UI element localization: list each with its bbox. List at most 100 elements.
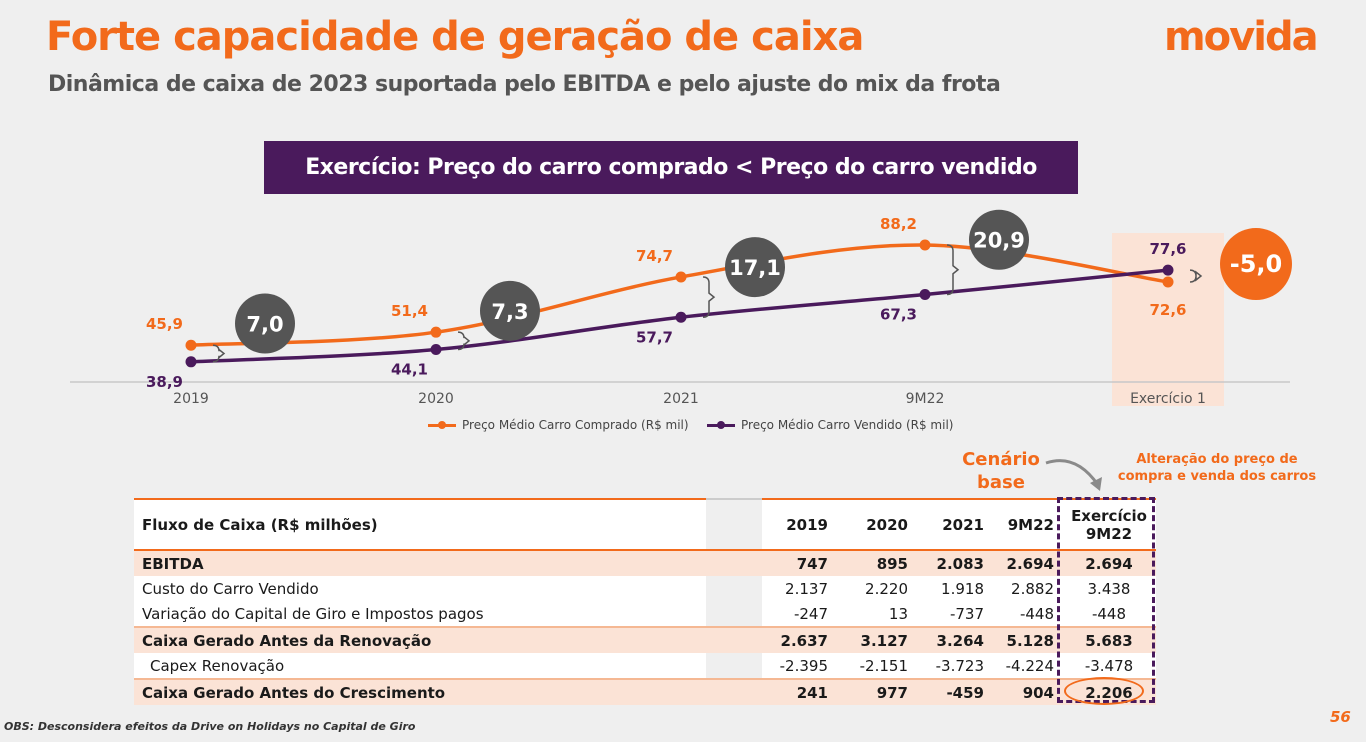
data-point xyxy=(675,311,687,323)
alt-note-line2: compra e venda dos carros xyxy=(1117,469,1317,484)
data-label-sold: 57,7 xyxy=(636,328,673,346)
row-gap xyxy=(706,550,762,576)
cell: -2.395 xyxy=(762,653,836,679)
row-label: Caixa Gerado Antes da Renovação xyxy=(134,626,706,653)
data-point xyxy=(675,271,687,283)
cell: 904 xyxy=(992,678,1062,705)
exercise-header-line1: Exercício xyxy=(1071,506,1147,525)
cell-exercise: -448 xyxy=(1062,601,1156,627)
movida-logo: movida xyxy=(1164,14,1319,60)
slide-title: Forte capacidade de geração de caixa xyxy=(46,14,864,60)
base-note-line1: Cenário xyxy=(962,449,1040,470)
slide-subtitle: Dinâmica de caixa de 2023 suportada pelo… xyxy=(48,72,1001,97)
data-label-bought: 72,6 xyxy=(1149,301,1186,319)
cell: 13 xyxy=(836,601,916,627)
cell: -459 xyxy=(916,678,992,705)
cell: 2.637 xyxy=(762,626,836,653)
curved-arrow-icon xyxy=(1045,459,1102,491)
table-header-year: 2019 xyxy=(762,498,836,551)
legend-item-bought: Preço Médio Carro Comprado (R$ mil) xyxy=(428,418,689,432)
row-label: Variação do Capital de Giro e Impostos p… xyxy=(134,601,706,627)
data-label-sold: 67,3 xyxy=(880,305,917,323)
alt-note-line1: Alteração do preço de xyxy=(1136,452,1298,467)
gap-bubble xyxy=(969,209,1029,270)
row-label: EBITDA xyxy=(134,550,706,576)
gap-bubble xyxy=(725,237,785,298)
gap-brace xyxy=(212,344,226,363)
total-highlight-circle xyxy=(1064,677,1144,705)
cell: 895 xyxy=(836,550,916,576)
gap-brace xyxy=(946,244,960,296)
table-header-exercise: Exercício 9M22 xyxy=(1062,498,1156,551)
cell: -737 xyxy=(916,601,992,627)
row-gap xyxy=(706,653,762,679)
cell: 2.694 xyxy=(992,550,1062,576)
gap-brace xyxy=(457,331,471,351)
cell: 1.918 xyxy=(916,576,992,601)
gap-bubble xyxy=(1220,228,1292,301)
x-tick-label: 2020 xyxy=(418,391,454,407)
x-tick-label: 2019 xyxy=(173,391,209,407)
cell-exercise: -3.478 xyxy=(1062,653,1156,679)
x-tick-label: 9M22 xyxy=(906,391,945,407)
cell: -448 xyxy=(992,601,1062,627)
highlight-band xyxy=(1112,233,1224,406)
exercise-banner: Exercício: Preço do carro comprado < Pre… xyxy=(264,141,1078,194)
footnote: OBS: Desconsidera efeitos da Drive on Ho… xyxy=(4,720,416,733)
data-label-bought: 88,2 xyxy=(880,215,917,233)
exercise-header-line2: 9M22 xyxy=(1085,524,1133,543)
series-line xyxy=(190,243,1169,347)
row-gap xyxy=(706,601,762,627)
table-row: EBITDA 747 895 2.083 2.694 2.694 xyxy=(134,550,1156,576)
data-point xyxy=(185,356,197,368)
legend-swatch-sold xyxy=(707,420,735,429)
base-scenario-note: Cenário base xyxy=(958,448,1044,494)
data-point xyxy=(1162,264,1174,276)
table-row: Custo do Carro Vendido 2.137 2.220 1.918… xyxy=(134,576,1156,601)
legend-swatch-bought xyxy=(428,420,456,429)
cell-exercise: 5.683 xyxy=(1062,626,1156,653)
table-header-year: 9M22 xyxy=(992,498,1062,551)
gap-value-label: 17,1 xyxy=(729,256,781,280)
data-point xyxy=(430,343,442,355)
data-point xyxy=(1162,276,1174,288)
data-point xyxy=(919,288,931,300)
cell-exercise: 2.694 xyxy=(1062,550,1156,576)
cell: 747 xyxy=(762,550,836,576)
cell: 5.128 xyxy=(992,626,1062,653)
x-tick-label: Exercício 1 xyxy=(1130,391,1206,407)
cell: 2.083 xyxy=(916,550,992,576)
cash-flow-table: Fluxo de Caixa (R$ milhões) 2019 2020 20… xyxy=(134,498,1156,705)
data-label-bought: 45,9 xyxy=(146,315,183,333)
price-line-chart: 2019 2020 2021 9M22 Exercício 1 45,9 51,4 74,7 8… xyxy=(70,209,1292,407)
legend-label-sold: Preço Médio Carro Vendido (R$ mil) xyxy=(741,418,954,432)
row-label: Capex Renovação xyxy=(134,653,706,679)
table-header-row: Fluxo de Caixa (R$ milhões) 2019 2020 20… xyxy=(134,498,1156,551)
table-header-year: 2021 xyxy=(916,498,992,551)
data-label-sold: 77,6 xyxy=(1149,240,1186,258)
data-label-sold: 44,1 xyxy=(391,360,428,378)
gap-value-label: 7,0 xyxy=(246,313,283,337)
x-tick-label: 2021 xyxy=(663,391,699,407)
cell: 3.264 xyxy=(916,626,992,653)
price-change-note: Alteração do preço de compra e venda dos… xyxy=(1106,451,1328,485)
row-label: Caixa Gerado Antes do Crescimento xyxy=(134,678,706,705)
cell: 977 xyxy=(836,678,916,705)
base-note-line2: base xyxy=(977,472,1025,493)
table-row: Capex Renovação -2.395 -2.151 -3.723 -4.… xyxy=(134,653,1156,679)
gap-brace xyxy=(1189,269,1203,283)
data-point xyxy=(919,239,931,251)
data-label-bought: 74,7 xyxy=(636,247,673,265)
data-label-sold: 38,9 xyxy=(146,373,183,391)
cell: 2.882 xyxy=(992,576,1062,601)
row-gap xyxy=(706,678,762,705)
cell: -3.723 xyxy=(916,653,992,679)
cell-exercise: 3.438 xyxy=(1062,576,1156,601)
table-header-gap xyxy=(706,498,762,551)
cell: 3.127 xyxy=(836,626,916,653)
legend-label-bought: Preço Médio Carro Comprado (R$ mil) xyxy=(462,418,689,432)
table-row: Variação do Capital de Giro e Impostos p… xyxy=(134,601,1156,627)
table-row: Caixa Gerado Antes do Crescimento 241 97… xyxy=(134,678,1156,705)
cell: -247 xyxy=(762,601,836,627)
page-number: 56 xyxy=(1330,708,1351,726)
